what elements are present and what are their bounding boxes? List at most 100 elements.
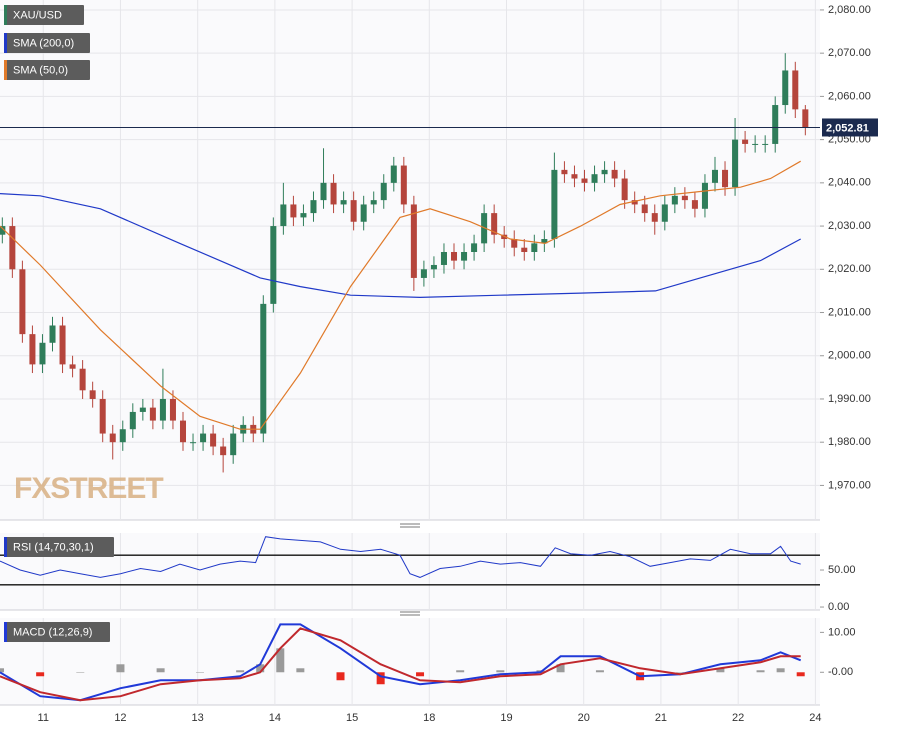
candle-body xyxy=(691,200,698,209)
candle-body xyxy=(390,165,397,183)
candle-body xyxy=(139,407,146,412)
candle-body xyxy=(380,182,387,201)
y-tick-label: 2,080.00 xyxy=(828,4,871,16)
sma-line xyxy=(0,193,801,299)
x-tick-label: 22 xyxy=(732,712,744,724)
candle-body xyxy=(69,364,76,369)
y-tick-label: 0.00 xyxy=(828,601,849,613)
legend-box xyxy=(4,60,90,80)
histogram-bar xyxy=(496,670,505,673)
candle-body xyxy=(169,398,176,421)
candle-body xyxy=(420,269,427,278)
candle-body xyxy=(732,139,739,188)
candle-body xyxy=(0,226,6,235)
candle-body xyxy=(330,182,337,205)
candle-body xyxy=(159,398,166,421)
x-tick-label: 14 xyxy=(269,712,281,724)
x-tick-label: 12 xyxy=(114,712,126,724)
rsi-line xyxy=(0,536,801,578)
x-tick-label: 11 xyxy=(38,712,49,724)
candle-body xyxy=(641,204,648,214)
legend-box xyxy=(4,622,110,642)
candle-body xyxy=(621,178,628,201)
histogram-bar xyxy=(256,664,265,673)
candle-body xyxy=(722,169,729,188)
candle-body xyxy=(79,368,86,391)
histogram-bar xyxy=(195,672,204,673)
histogram-bar xyxy=(595,670,604,673)
resize-grip[interactable] xyxy=(400,523,420,616)
candle-body xyxy=(571,174,578,179)
histogram-bar xyxy=(156,668,165,673)
candle-body xyxy=(661,204,668,222)
candle-body xyxy=(300,213,307,218)
candle-body xyxy=(711,169,719,183)
candle-body xyxy=(400,165,407,205)
candle-body xyxy=(99,398,106,434)
legend-label: MACD (12,26,9) xyxy=(13,626,92,638)
candle-body xyxy=(179,420,187,443)
candle-body xyxy=(290,204,297,218)
histogram-bar xyxy=(716,668,725,673)
legend-label: SMA (50,0) xyxy=(13,64,68,76)
candle-body xyxy=(792,70,799,110)
candle-body xyxy=(200,433,207,443)
candle-body xyxy=(681,195,688,201)
candle-body xyxy=(270,226,277,304)
sma-line xyxy=(0,160,801,430)
histogram-bar xyxy=(676,672,685,673)
candle-body xyxy=(762,143,769,145)
candle-body xyxy=(581,178,588,183)
candle-body xyxy=(511,239,518,248)
candle-body xyxy=(451,252,458,261)
candle-body xyxy=(310,200,317,214)
candle-body xyxy=(410,204,417,278)
y-tick-label: 1,990.00 xyxy=(828,393,871,405)
candle-body xyxy=(350,200,357,222)
candle-body xyxy=(601,169,608,175)
y-tick-label: 2,010.00 xyxy=(828,306,871,318)
histogram-bar xyxy=(36,672,45,677)
y-tick-label: 2,060.00 xyxy=(828,90,871,102)
x-tick-label: 24 xyxy=(809,712,821,724)
candle-body xyxy=(59,325,66,365)
candle-body xyxy=(802,109,809,128)
legend-box xyxy=(4,537,114,557)
histogram-bar xyxy=(336,672,345,681)
legend-stripe xyxy=(4,60,7,80)
candle-body xyxy=(39,342,46,365)
histogram-bar xyxy=(76,672,85,673)
histogram-bar xyxy=(296,668,305,673)
histogram-bar xyxy=(756,670,765,673)
candle-body xyxy=(190,442,197,444)
candle-body xyxy=(119,429,126,443)
candle-body xyxy=(19,269,26,335)
y-tick-label: 1,980.00 xyxy=(828,436,871,448)
histogram-bar xyxy=(0,668,4,673)
candle-body xyxy=(149,407,156,421)
candle-body xyxy=(280,204,287,227)
candle-body xyxy=(109,433,116,443)
legend-box xyxy=(4,33,90,53)
histogram-bar xyxy=(416,672,425,677)
x-tick-label: 21 xyxy=(655,712,667,724)
candle-body xyxy=(631,200,638,205)
watermark: FXSTREET xyxy=(14,472,163,505)
candle-body xyxy=(9,226,16,270)
candle-body xyxy=(260,303,267,434)
candle-body xyxy=(541,239,548,244)
candle-body xyxy=(320,182,327,201)
macd-line xyxy=(0,627,801,702)
y-tick-label: 2,030.00 xyxy=(828,220,871,232)
candle-body xyxy=(521,247,528,253)
y-tick-label: 2,050.00 xyxy=(828,134,871,146)
x-tick-label: 20 xyxy=(578,712,590,724)
histogram-bar xyxy=(556,664,565,673)
x-tick-label: 15 xyxy=(346,712,358,724)
current-price-box xyxy=(822,118,878,137)
x-tick-label: 18 xyxy=(423,712,435,724)
y-tick-label: 2,000.00 xyxy=(828,350,871,362)
candle-body xyxy=(782,70,789,106)
candle-body xyxy=(471,243,478,253)
candle-body xyxy=(611,169,618,179)
